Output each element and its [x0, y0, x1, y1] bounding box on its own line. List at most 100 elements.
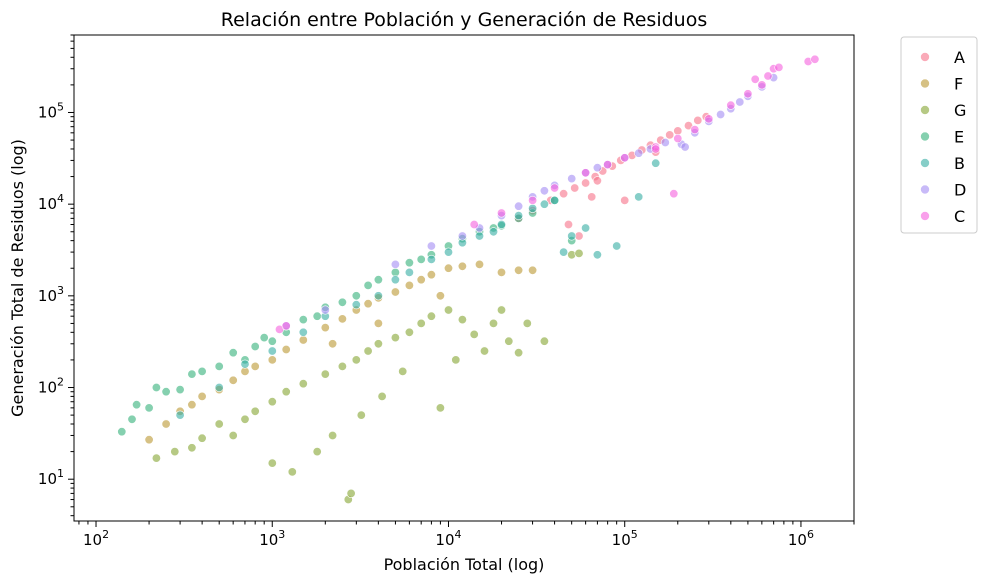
data-point-F — [457, 261, 467, 271]
data-point-E — [144, 403, 154, 413]
data-point-B — [443, 247, 453, 257]
data-point-C — [603, 160, 613, 170]
data-point-G — [398, 366, 408, 376]
data-point-E — [214, 361, 224, 371]
data-point-B — [567, 231, 577, 241]
plot-frame — [73, 34, 855, 522]
data-point-A — [559, 189, 569, 199]
data-point-B — [651, 158, 661, 168]
data-point-B — [496, 220, 506, 230]
legend-frame — [900, 36, 978, 234]
data-point-C — [704, 114, 714, 124]
y-tick-label: 103 — [38, 284, 64, 305]
data-point-E — [267, 336, 277, 346]
x-axis-label: Población Total (log) — [384, 555, 545, 574]
data-point-F — [373, 318, 383, 328]
data-point-G — [312, 447, 322, 457]
data-point-A — [673, 126, 683, 136]
legend-marker-E — [920, 131, 930, 142]
data-point-F — [496, 267, 506, 277]
data-point-D — [735, 97, 745, 107]
data-point-B — [298, 327, 308, 337]
data-point-F — [328, 339, 338, 349]
data-point-B — [404, 267, 414, 277]
data-point-G — [469, 329, 479, 339]
x-tick-label: 102 — [83, 528, 109, 549]
data-point-B — [214, 382, 224, 392]
x-tick-label: 103 — [259, 528, 285, 549]
data-point-F — [228, 375, 238, 385]
data-point-G — [426, 311, 436, 321]
data-point-G — [514, 348, 524, 358]
x-tick-label: 105 — [612, 528, 638, 549]
data-point-G — [214, 419, 224, 429]
data-point-G — [443, 305, 453, 315]
data-point-C — [581, 168, 591, 178]
data-point-C — [669, 189, 679, 199]
data-point-F — [161, 419, 171, 429]
data-point-A — [665, 130, 675, 140]
data-point-D — [457, 231, 467, 241]
data-point-B — [539, 199, 549, 209]
data-point-G — [504, 336, 514, 346]
data-point-D — [514, 201, 524, 211]
data-point-C — [690, 125, 700, 135]
data-point-E — [151, 382, 161, 392]
data-point-G — [287, 467, 297, 477]
x-axis: 102 103 104 105 106 — [78, 521, 855, 549]
data-point-A — [587, 192, 597, 202]
data-point-C — [620, 153, 630, 163]
data-point-C — [726, 100, 736, 110]
data-point-F — [320, 323, 330, 333]
legend-label-E: E — [954, 128, 964, 147]
data-point-D — [592, 163, 602, 173]
data-point-B — [559, 247, 569, 257]
data-point-C — [469, 220, 479, 230]
data-point-D — [716, 110, 726, 120]
data-point-G — [416, 318, 426, 328]
data-point-E — [298, 315, 308, 325]
data-point-G — [328, 430, 338, 440]
data-point-G — [377, 391, 387, 401]
data-point-B — [373, 291, 383, 301]
data-point-G — [451, 355, 461, 365]
data-point-F — [144, 435, 154, 445]
data-point-B — [390, 275, 400, 285]
data-point-C — [763, 71, 773, 81]
data-point-G — [187, 443, 197, 453]
legend-marker-F — [920, 78, 930, 89]
data-point-G — [346, 488, 356, 498]
data-point-B — [612, 241, 622, 251]
x-tick-label: 104 — [435, 528, 461, 549]
data-point-E — [250, 341, 260, 351]
y-tick-label: 101 — [38, 467, 64, 488]
data-point-A — [620, 195, 630, 205]
legend-marker-G — [920, 105, 930, 115]
data-point-C — [810, 54, 820, 64]
data-point-B — [240, 359, 250, 369]
data-point-G — [363, 346, 373, 356]
data-point-F — [267, 355, 277, 365]
data-point-G — [351, 355, 361, 365]
data-point-C — [281, 321, 291, 331]
data-point-F — [337, 314, 347, 324]
x-tick-label: 106 — [788, 528, 814, 549]
data-point-G — [228, 430, 238, 440]
data-point-G — [479, 346, 489, 356]
data-point-D — [680, 142, 690, 152]
data-point-G — [539, 336, 549, 346]
legend-label-B: B — [954, 154, 965, 173]
y-tick-label: 105 — [38, 100, 64, 121]
data-point-C — [550, 183, 560, 193]
data-point-D — [390, 259, 400, 269]
data-point-E — [373, 275, 383, 285]
data-point-D — [426, 241, 436, 251]
data-point-C — [750, 74, 760, 84]
data-point-C — [774, 62, 784, 72]
data-point-G — [170, 447, 180, 457]
data-point-G — [404, 327, 414, 337]
data-point-E — [416, 254, 426, 264]
chart-title: Relación entre Población y Generación de… — [221, 9, 707, 31]
data-point-B — [581, 223, 591, 233]
